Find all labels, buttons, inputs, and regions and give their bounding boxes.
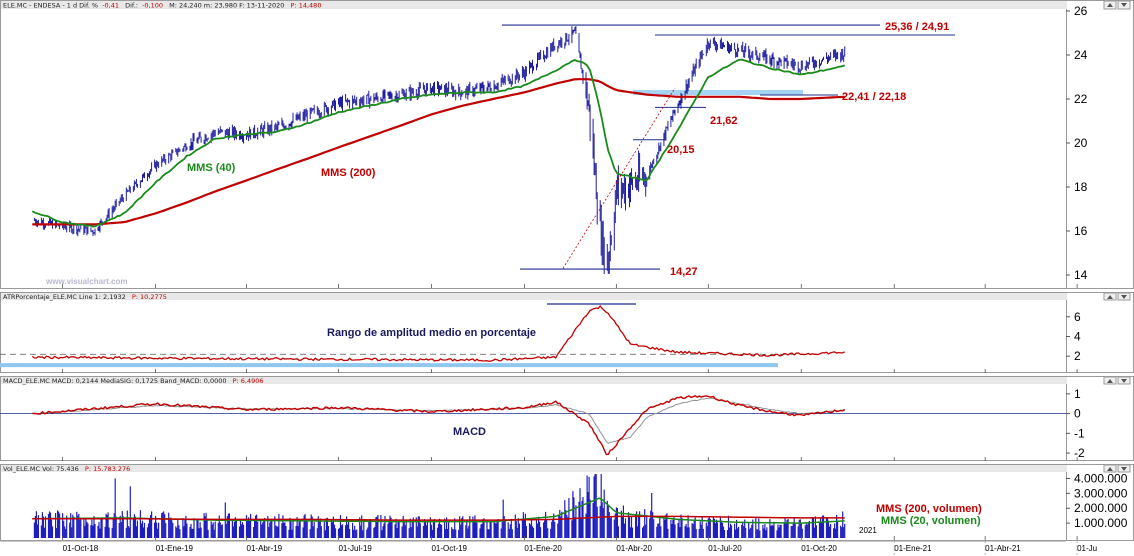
macd-title: MACD	[453, 426, 486, 438]
y-tick-label: -2	[1074, 446, 1085, 460]
macd-scroll-down-button[interactable]	[1117, 376, 1131, 385]
y-tick-label: 2.000.000	[1074, 501, 1128, 515]
volume-header: Vol_ELE.MC Vol: 75.436 P: 15.783.276	[3, 465, 130, 473]
atr-title: Rango de amplitud medio en porcentaje	[327, 327, 536, 339]
y-tick-label: 0	[1074, 407, 1081, 421]
year-marker: 2021	[859, 526, 877, 535]
support-zone-band	[633, 89, 803, 96]
x-tick-label: 01-Ene-19	[156, 544, 194, 553]
level-2162-label: 21,62	[710, 115, 738, 127]
x-tick-label: 01-Oct-20	[801, 544, 837, 553]
x-tick-label: 01-Jul-19	[338, 544, 372, 553]
vol-sma200-line	[32, 515, 845, 521]
atr-scroll-down-button[interactable]	[1117, 292, 1131, 301]
scroll-up-icon	[1107, 467, 1113, 471]
resistance-label: 25,36 / 24,91	[885, 21, 949, 33]
scroll-up-icon	[1107, 3, 1113, 7]
x-tick-label: 01-Ene-21	[894, 544, 932, 553]
y-tick-label: 16	[1074, 224, 1088, 238]
scroll-down-icon	[1121, 467, 1127, 471]
price-header: ELE.MC - ENDESA - 1 d Dif. % -0,41 Dif.:…	[3, 2, 321, 10]
sma200-line	[32, 78, 845, 226]
price-scroll-up-button[interactable]	[1103, 0, 1117, 10]
y-tick-label: 4	[1074, 330, 1081, 344]
macd-line	[32, 395, 846, 456]
scroll-down-icon	[1121, 3, 1127, 7]
volume-scroll-up-button[interactable]	[1103, 464, 1117, 473]
vol-sma200-label: MMS (200, volumen)	[876, 503, 982, 515]
y-tick-label: 3.000.000	[1074, 486, 1128, 500]
volume-scroll-down-button[interactable]	[1117, 464, 1131, 473]
support-zone-label: 22,41 / 22,18	[842, 91, 906, 103]
x-tick-label: 01-Oct-19	[431, 544, 467, 553]
x-tick-label: 01-Jul-20	[708, 544, 742, 553]
y-tick-label: 26	[1074, 4, 1088, 18]
atr-scroll-up-button[interactable]	[1103, 292, 1117, 301]
macd-header: MACD_ELE.MC MACD: 0,2144 MediaSIG: 0,172…	[3, 377, 264, 385]
low-1427-label: 14,27	[670, 266, 698, 278]
sma200-label: MMS (200)	[321, 167, 376, 179]
atr-header: ATRPorcentaje_ELE.MC Line 1: 2,1932 P: 1…	[3, 293, 167, 301]
x-tick-label: 01-Abr-19	[247, 544, 283, 553]
x-tick-label: 01-Abr-20	[616, 544, 652, 553]
scroll-down-icon	[1121, 379, 1127, 383]
scroll-up-icon	[1107, 379, 1113, 383]
y-tick-label: 1	[1074, 387, 1081, 401]
x-tick-label: 01-Ju	[1077, 544, 1097, 553]
y-tick-label: -1	[1074, 426, 1085, 440]
volume-layer	[32, 474, 846, 538]
macd-scroll-up-button[interactable]	[1103, 376, 1117, 385]
y-tick-label: 24	[1074, 48, 1088, 62]
y-tick-label: 2	[1074, 349, 1081, 363]
y-tick-label: 1.000.000	[1074, 516, 1128, 530]
macd-layer	[0, 395, 1066, 456]
atr-zone-band	[0, 363, 778, 368]
axis-layer: 14161820222426246-2-1011.000.0002.000.00…	[0, 4, 1128, 556]
scroll-up-icon	[1107, 295, 1113, 299]
x-tick-label: 01-Ene-20	[524, 544, 562, 553]
y-tick-label: 4.000.000	[1074, 471, 1128, 485]
y-tick-label: 18	[1074, 180, 1088, 194]
x-tick-label: 01-Abr-21	[985, 544, 1021, 553]
y-tick-label: 6	[1074, 310, 1081, 324]
atr-line	[31, 305, 846, 362]
y-tick-label: 22	[1074, 92, 1088, 106]
y-tick-label: 20	[1074, 136, 1088, 150]
x-tick-label: 01-Oct-18	[63, 544, 99, 553]
trend-line	[562, 87, 676, 269]
sma40-label: MMS (40)	[187, 162, 236, 174]
price-layer	[31, 24, 955, 274]
price-scroll-down-button[interactable]	[1117, 0, 1131, 10]
sma40-line	[31, 58, 845, 228]
level-2015-label: 20,15	[667, 144, 695, 156]
watermark: www.visualchart.com	[45, 277, 128, 286]
scroll-down-icon	[1121, 295, 1127, 299]
atr-layer	[0, 303, 846, 368]
y-tick-label: 14	[1074, 268, 1088, 282]
vol-sma20-label: MMS (20, volumen)	[881, 515, 981, 527]
